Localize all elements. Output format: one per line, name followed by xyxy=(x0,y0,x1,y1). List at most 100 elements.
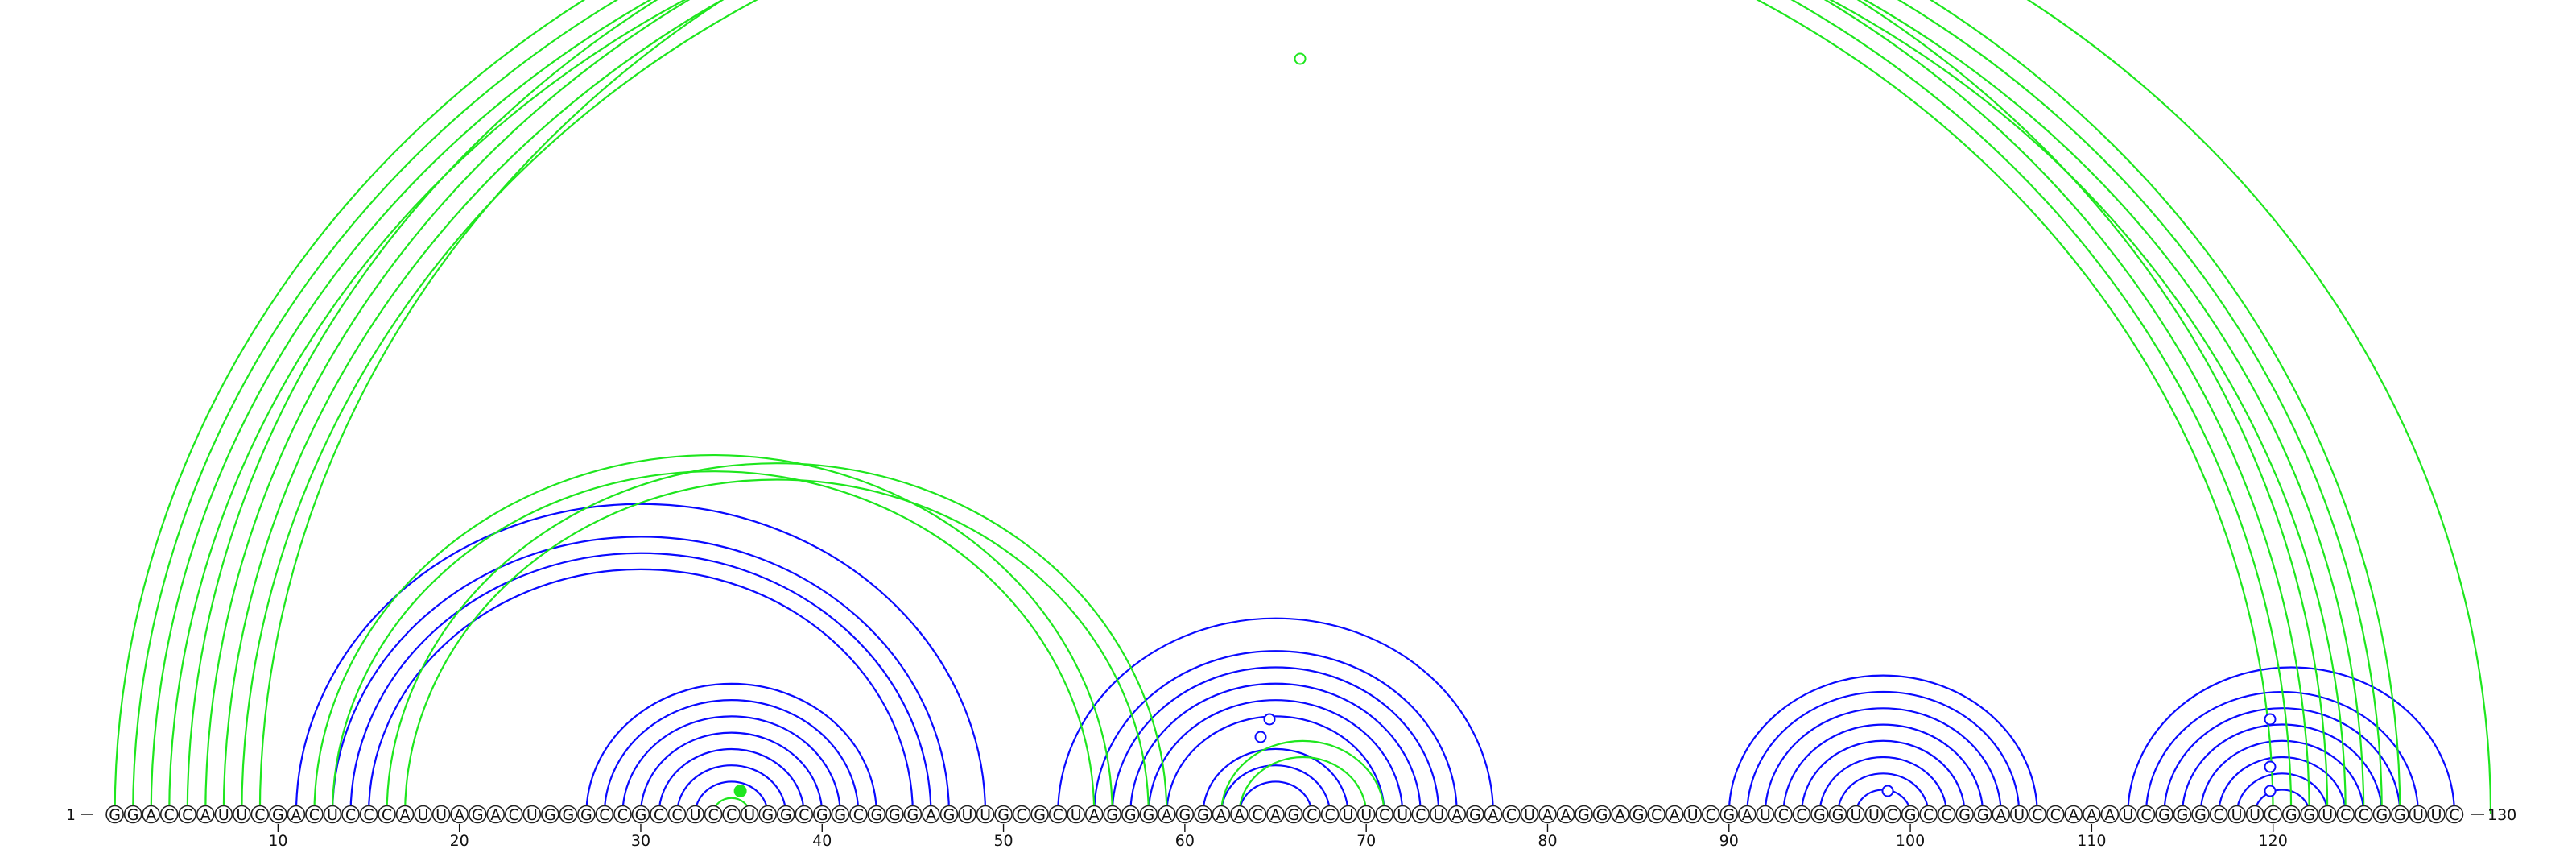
nucleotide: C xyxy=(378,805,396,824)
nucleotide-circle xyxy=(1067,805,1085,824)
nucleotide-circle xyxy=(431,805,451,824)
nucleotide-letter: C xyxy=(2359,806,2369,824)
nucleotide-circle xyxy=(1955,805,1974,824)
nucleotide-letter: C xyxy=(1941,806,1951,824)
nucleotide-letter: U xyxy=(2122,806,2133,824)
nucleotide-circle xyxy=(1828,805,1847,824)
arc-blue xyxy=(1093,650,1458,815)
nucleotide: A xyxy=(2083,805,2101,824)
nucleotide-circle xyxy=(886,805,904,824)
nucleotide-circle xyxy=(1158,805,1176,824)
nucleotide-letter: G xyxy=(2177,806,2189,824)
arc-blue xyxy=(2217,756,2347,815)
nucleotide: A xyxy=(2100,805,2120,824)
arc-green xyxy=(403,478,1150,815)
nucleotide-letter: G xyxy=(870,806,882,824)
nucleotide-letter: G xyxy=(472,806,484,824)
nucleotide: C xyxy=(2355,805,2373,824)
nucleotide-letter: U xyxy=(1360,806,1372,824)
nucleotide-letter: G xyxy=(2394,806,2406,824)
nucleotide-circle xyxy=(2264,805,2282,824)
nucleotide-letter: A xyxy=(2104,806,2115,824)
nucleotide-circle xyxy=(1484,805,1503,824)
nucleotide: C xyxy=(178,805,197,824)
nucleotide: U xyxy=(1756,805,1775,824)
nucleotide-circle xyxy=(359,805,378,824)
nucleotide: U xyxy=(2409,805,2428,824)
blue-hollow-marker xyxy=(1263,713,1276,726)
nucleotide: A xyxy=(395,805,415,824)
nucleotide: U xyxy=(522,805,542,824)
nucleotide-circle xyxy=(1792,805,1811,824)
nucleotide-letter: G xyxy=(762,806,774,824)
nucleotide: C xyxy=(2028,805,2047,824)
tick-label: 30 xyxy=(631,832,650,850)
nucleotide-circle xyxy=(958,805,976,824)
nucleotide-letter: G xyxy=(1034,806,1046,824)
nucleotide-circle xyxy=(1992,805,2011,824)
nucleotide-letter: G xyxy=(1814,806,1826,824)
nucleotide-circle xyxy=(1302,805,1321,824)
arc-green xyxy=(258,0,2492,815)
nucleotide: U xyxy=(2119,805,2137,824)
arc-blue xyxy=(1220,764,1331,815)
arc-green xyxy=(114,0,2329,815)
nucleotide-letter: A xyxy=(1561,806,1571,824)
nucleotide-letter: C xyxy=(726,806,737,824)
green-hollow-marker xyxy=(1294,52,1307,65)
nucleotide-circle xyxy=(849,805,868,824)
nucleotide-letter: G xyxy=(1578,806,1590,824)
tick-label: 40 xyxy=(812,832,832,850)
nucleotide-letter: G xyxy=(943,806,956,824)
nucleotide-circle xyxy=(1756,805,1775,824)
nucleotide-letter: G xyxy=(997,806,1009,824)
nucleotide-circle xyxy=(2209,805,2228,824)
nucleotide-circle xyxy=(704,805,723,824)
green-filled-marker xyxy=(733,785,747,797)
nucleotide-letter: A xyxy=(1615,806,1625,824)
base-pair-arcs xyxy=(114,0,2492,815)
blue-hollow-marker xyxy=(2264,713,2277,726)
sequence-baseline: 1 130 xyxy=(66,806,2516,824)
nucleotide-circle xyxy=(1810,805,1829,824)
nucleotide: A xyxy=(1992,805,2011,824)
nucleotide: U xyxy=(2227,805,2246,824)
nucleotide: G xyxy=(1175,805,1195,824)
nucleotide-circle xyxy=(123,805,142,824)
nucleotide: A xyxy=(2064,805,2083,824)
arc-green xyxy=(331,470,1096,815)
nucleotide-letter: C xyxy=(599,806,609,824)
nucleotide: G xyxy=(1139,805,1158,824)
tick-label: 90 xyxy=(1719,832,1739,850)
arc-blue xyxy=(1818,756,1948,815)
nucleotide-circle xyxy=(686,805,704,824)
nucleotide-letter: C xyxy=(382,806,392,824)
nucleotide-letter: A xyxy=(2087,806,2097,824)
nucleotide-circle xyxy=(1538,805,1557,824)
nucleotide-letter: U xyxy=(690,806,701,824)
nucleotide-letter: U xyxy=(1868,806,1880,824)
arc-green xyxy=(132,0,2310,815)
nucleotide-circle xyxy=(903,805,923,824)
nucleotide-letter: A xyxy=(1996,806,2006,824)
nucleotide-circle xyxy=(1048,805,1067,824)
nucleotide-circle xyxy=(159,805,179,824)
end-label: 130 xyxy=(2487,806,2516,824)
nucleotide: C xyxy=(849,805,868,824)
nucleotide: G xyxy=(631,805,650,824)
nucleotide-circle xyxy=(2009,805,2029,824)
nucleotide-circle xyxy=(2028,805,2047,824)
nucleotide: U xyxy=(686,805,704,824)
nucleotide: C xyxy=(595,805,614,824)
nucleotide-letter: C xyxy=(1379,806,1389,824)
nucleotide: U xyxy=(958,805,976,824)
nucleotide-letter: U xyxy=(1343,806,1354,824)
nucleotide-circle xyxy=(2227,805,2246,824)
nucleotide: A xyxy=(1611,805,1629,824)
nucleotide-letter: C xyxy=(2032,806,2042,824)
nucleotide-letter: C xyxy=(164,806,175,824)
nucleotide-letter: U xyxy=(2013,806,2025,824)
nucleotide-letter: G xyxy=(889,806,901,824)
arc-blue xyxy=(1800,739,1966,815)
